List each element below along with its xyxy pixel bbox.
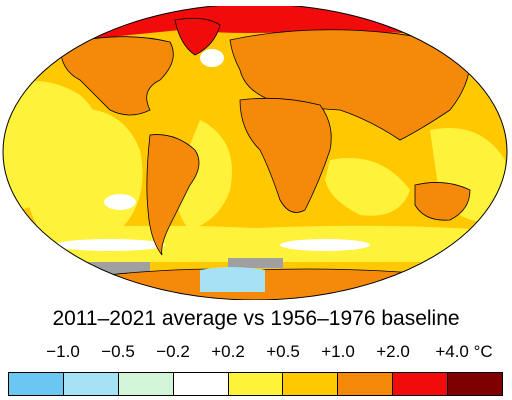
legend-tick-label: +4.0 °C xyxy=(435,342,493,361)
world-map xyxy=(0,0,512,300)
legend-tick-label: −0.2 xyxy=(156,342,190,361)
legend-tick-label: −0.5 xyxy=(101,342,135,361)
legend-swatch xyxy=(393,373,449,395)
north-america xyxy=(59,36,174,116)
map-title: 2011–2021 average vs 1956–1976 baseline xyxy=(52,307,460,330)
south-america xyxy=(146,134,200,256)
africa xyxy=(239,97,332,213)
cool-patch xyxy=(55,239,165,251)
legend-tick-label: +2.0 xyxy=(376,342,410,361)
eurasia xyxy=(229,29,471,141)
southern-ocean-area xyxy=(3,225,507,262)
cool-patch xyxy=(200,49,224,67)
greenland xyxy=(174,17,221,56)
indian-ocean-area xyxy=(325,158,410,216)
antarctica xyxy=(79,268,471,300)
legend-swatch xyxy=(448,373,503,395)
legend-tick-label: −1.0 xyxy=(46,342,80,361)
legend-swatch xyxy=(9,373,64,395)
color-legend xyxy=(8,372,503,396)
legend-swatch xyxy=(338,373,394,395)
top-margin xyxy=(0,0,512,6)
legend-swatch xyxy=(63,373,119,395)
antarctic-cool-area xyxy=(200,267,265,292)
legend-tick-label: +0.2 xyxy=(211,342,245,361)
no-data-area xyxy=(228,258,283,268)
legend-tick-label: +0.5 xyxy=(266,342,300,361)
cool-patch xyxy=(104,194,136,210)
legend-swatch xyxy=(283,373,339,395)
australia xyxy=(414,182,471,221)
legend-swatch xyxy=(173,373,229,395)
legend-swatch xyxy=(118,373,174,395)
legend-tick-label: +1.0 xyxy=(321,342,355,361)
cool-patch xyxy=(280,239,370,251)
legend-swatch xyxy=(228,373,284,395)
